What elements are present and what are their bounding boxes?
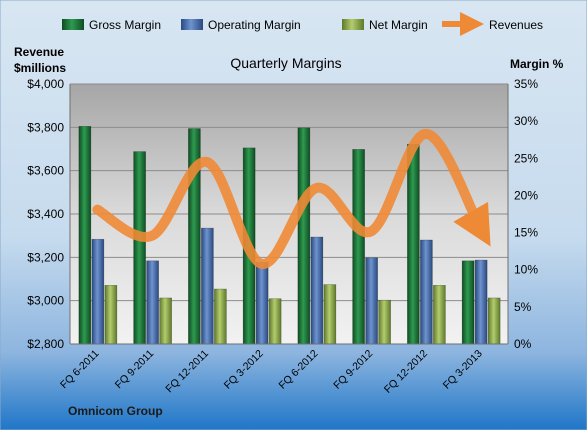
legend: Gross Margin Operating Margin Net Margin… — [62, 12, 543, 36]
left-tick-label: $3,800 — [27, 120, 64, 134]
bar-operating-margin — [474, 259, 488, 345]
legend-label-gross-margin: Gross Margin — [89, 18, 161, 32]
bar-net-margin — [487, 297, 501, 345]
left-axis-label-line1: Revenue — [14, 45, 64, 59]
bar-operating-margin — [420, 239, 433, 345]
bar-net-margin — [323, 284, 337, 345]
legend-label-revenues: Revenues — [489, 18, 543, 32]
bar-net-margin — [104, 285, 118, 345]
legend-label-operating-margin: Operating Margin — [208, 18, 301, 32]
bar-net-margin — [214, 288, 227, 345]
bar-gross-margin — [133, 151, 146, 345]
bar-net-margin — [268, 298, 282, 345]
bar-gross-margin — [461, 260, 475, 345]
right-tick-label: 35% — [514, 77, 538, 91]
bar-operating-margin — [365, 257, 378, 345]
legend-item-operating-margin: Operating Margin — [181, 18, 301, 32]
bars — [78, 126, 501, 345]
revenue-line-path — [92, 128, 491, 269]
company-name: Omnicom Group — [68, 404, 163, 418]
legend-item-net-margin: Net Margin — [342, 18, 428, 32]
bar-operating-margin — [146, 260, 159, 345]
legend-swatch-gross-margin — [62, 19, 84, 30]
bar-operating-margin — [310, 236, 324, 345]
right-tick-label: 5% — [514, 300, 532, 314]
left-tick-label: $4,000 — [27, 77, 64, 91]
bar-net-margin — [378, 299, 391, 345]
left-axis-label-line2: $millions — [14, 61, 66, 75]
bar-gross-margin — [78, 126, 92, 345]
right-tick-label: 0% — [514, 337, 532, 351]
right-axis-label: Margin % — [510, 57, 564, 71]
left-tick-label: $3,000 — [27, 294, 64, 308]
chart-title: Quarterly Margins — [230, 55, 341, 71]
left-tick-label: $3,400 — [27, 207, 64, 221]
legend-label-net-margin: Net Margin — [369, 18, 428, 32]
left-tick-label: $3,200 — [27, 250, 64, 264]
right-tick-label: 20% — [514, 188, 538, 202]
bar-gross-margin — [297, 127, 311, 345]
bar-net-margin — [433, 285, 446, 345]
bar-net-margin — [159, 297, 172, 345]
legend-item-revenues: Revenues — [442, 12, 543, 36]
left-tick-label: $3,600 — [27, 164, 64, 178]
legend-swatch-operating-margin — [181, 19, 203, 30]
bar-gross-margin — [352, 149, 365, 345]
bar-gross-margin — [407, 143, 420, 345]
revenue-line — [92, 128, 491, 269]
legend-swatch-net-margin — [342, 19, 364, 30]
bar-operating-margin — [255, 261, 269, 345]
right-tick-label: 30% — [514, 114, 538, 128]
right-tick-label: 25% — [514, 151, 538, 165]
bar-operating-margin — [201, 227, 214, 345]
right-tick-label: 10% — [514, 263, 538, 277]
right-tick-label: 15% — [514, 226, 538, 240]
bar-operating-margin — [91, 238, 105, 345]
left-tick-label: $2,800 — [27, 337, 64, 351]
legend-item-gross-margin: Gross Margin — [62, 18, 161, 32]
